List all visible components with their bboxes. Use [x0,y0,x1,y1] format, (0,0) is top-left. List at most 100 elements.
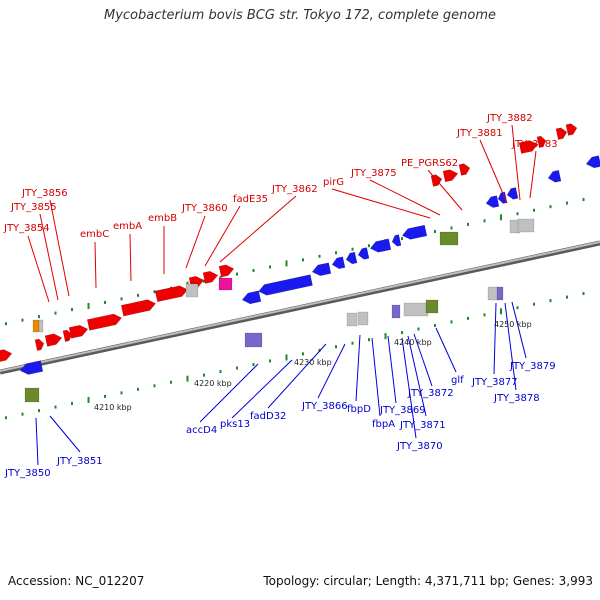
olive-feature[interactable] [439,231,459,246]
gene-label-pirg[interactable]: pirG [323,177,344,188]
gene-label-jty3878[interactable]: JTY_3878 [493,393,540,404]
tick-mark [104,300,106,304]
tick-mark [137,387,139,391]
purple-feature[interactable] [244,332,263,348]
forward-gene-arrow[interactable] [86,312,123,331]
gray-feature[interactable] [185,283,199,298]
forward-gene-arrow[interactable] [62,329,73,342]
gene-label-fade35[interactable]: fadE35 [233,194,268,205]
label-leader-line [219,195,297,263]
forward-gene-arrow[interactable] [34,338,45,351]
reverse-gene-arrow[interactable] [241,290,262,306]
tick-mark [38,315,40,319]
forward-gene-arrow[interactable] [458,163,471,176]
gene-label-pks13[interactable]: pks13 [220,419,250,430]
forward-gene-arrow[interactable] [202,270,219,284]
reverse-gene-arrow[interactable] [391,234,402,247]
gene-label-jty3850[interactable]: JTY_3850 [4,468,51,479]
purple-feature[interactable] [496,286,504,301]
label-leader-line [231,359,293,419]
tick-mark [170,380,172,384]
scale-label-4210: 4210 kbp [94,403,132,412]
tick-mark [434,323,436,327]
gene-label-embc[interactable]: embC [80,229,109,240]
gene-label-embb[interactable]: embB [148,213,177,224]
gene-label-jty3877[interactable]: JTY_3877 [471,377,518,388]
gene-label-emba[interactable]: embA [113,221,142,232]
reverse-gene-arrow[interactable] [19,360,44,376]
tick-mark [203,279,205,283]
gray-feature[interactable] [403,302,429,317]
reverse-gene-arrow[interactable] [585,155,600,170]
gray-feature[interactable] [346,312,358,327]
reverse-gene-arrow[interactable] [497,191,508,204]
reverse-gene-arrow[interactable] [369,238,392,254]
forward-gene-arrow[interactable] [536,135,547,148]
gray-feature[interactable] [487,286,499,301]
gene-label-jty3879[interactable]: JTY_3879 [509,361,556,372]
gene-label-fbpa[interactable]: fbpA [372,419,395,430]
label-leader-line [129,233,132,282]
gray-feature[interactable] [38,319,44,333]
gene-label-jty3883[interactable]: JTY_3883 [511,139,558,150]
forward-gene-arrow[interactable] [565,123,578,136]
gene-label-jty3855[interactable]: JTY_3855 [10,202,57,213]
reverse-gene-arrow[interactable] [311,262,332,278]
forward-gene-arrow[interactable] [218,263,235,278]
magenta-feature[interactable] [218,277,233,291]
olive-feature[interactable] [425,299,439,314]
forward-gene-arrow[interactable] [555,127,568,140]
gene-label-jty3871[interactable]: JTY_3871 [399,420,446,431]
reverse-genes [19,155,600,376]
forward-gene-arrow[interactable] [0,348,13,363]
label-leader-line [401,337,417,439]
forward-gene-arrow[interactable] [120,298,157,317]
label-leader-line [371,337,381,417]
label-leaders [27,124,537,466]
gene-label-jty3872[interactable]: JTY_3872 [407,388,454,399]
gene-label-jty3875[interactable]: JTY_3875 [350,168,397,179]
purple-feature[interactable] [391,304,401,319]
forward-gene-arrow[interactable] [44,332,63,347]
olive-feature[interactable] [24,387,40,403]
gene-label-jty3881[interactable]: JTY_3881 [456,128,503,139]
gene-label-jty3860[interactable]: JTY_3860 [181,203,228,214]
reverse-gene-arrow[interactable] [331,256,346,270]
gene-label-jty3854[interactable]: JTY_3854 [3,223,50,234]
reverse-gene-arrow[interactable] [485,195,500,209]
tick-mark [318,254,321,258]
gene-label-jty3862[interactable]: JTY_3862 [271,184,318,195]
gene-label-accd4[interactable]: accD4 [186,425,217,436]
gene-label-fadd32[interactable]: fadD32 [250,411,286,422]
reverse-gene-arrow[interactable] [257,274,313,297]
gray-feature[interactable] [357,311,369,326]
gene-label-jty3856[interactable]: JTY_3856 [21,188,68,199]
gene-label-pe-pgrs62[interactable]: PE_PGRS62 [401,158,458,169]
label-leader-line [35,417,39,466]
scale-label-4230: 4230 kbp [294,358,332,367]
tick-mark [434,229,436,233]
gene-label-jty3870[interactable]: JTY_3870 [396,441,443,452]
tick-mark [186,375,189,382]
gene-label-glf[interactable]: glf [451,375,464,386]
reverse-gene-arrow[interactable] [345,251,358,265]
forward-gene-arrow[interactable] [518,139,539,154]
gene-label-jty3851[interactable]: JTY_3851 [56,456,103,467]
gray-feature[interactable] [517,218,535,233]
gene-label-jty3882[interactable]: JTY_3882 [486,113,533,124]
forward-genes [0,123,578,363]
label-leader-line [479,139,508,204]
gene-label-jty3866[interactable]: JTY_3866 [301,401,348,412]
tick-mark [87,302,90,309]
gene-label-jty3869[interactable]: JTY_3869 [379,405,426,416]
reverse-gene-arrow[interactable] [357,247,370,261]
gene-label-fbpd[interactable]: fbpD [347,404,371,415]
forward-gene-arrow[interactable] [154,284,189,303]
forward-gene-arrow[interactable] [442,168,459,183]
forward-gene-arrow[interactable] [68,324,89,339]
reverse-gene-arrow[interactable] [506,187,519,200]
reverse-gene-arrow[interactable] [547,169,562,183]
orange-feature[interactable] [32,319,40,333]
reverse-gene-arrow[interactable] [401,224,428,241]
tick-mark [417,327,420,331]
